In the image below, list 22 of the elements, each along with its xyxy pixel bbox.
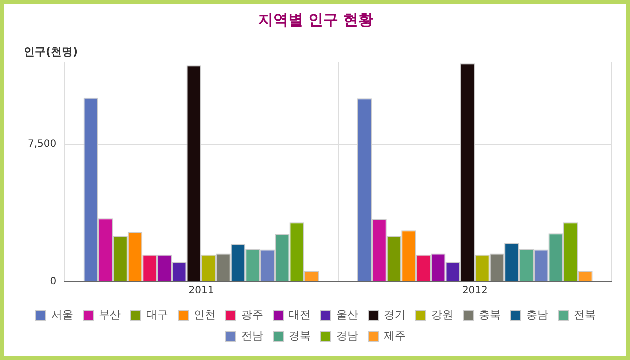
legend-label: 전남 (242, 329, 264, 342)
legend-label: 경남 (336, 329, 358, 342)
legend-label: 충남 (526, 308, 548, 322)
chart-title: 지역별 인구 현황 (258, 10, 374, 29)
legend-label: 제주 (384, 329, 406, 342)
legend-label: 대전 (289, 308, 311, 322)
x-tick-label: 2012 (462, 286, 488, 297)
legend-label: 강원 (432, 308, 454, 322)
legend-label: 충북 (479, 308, 501, 322)
legend-label: 인천 (194, 308, 216, 322)
legend-label: 경기 (384, 308, 406, 322)
legend-label: 광주 (242, 308, 264, 322)
legend-label: 서울 (52, 308, 74, 322)
y-tick-label: 0 (50, 276, 57, 288)
legend-label: 울산 (336, 308, 358, 322)
y-tick-label: 7,500 (28, 139, 57, 150)
y-axis-title: 인구(천명) (24, 45, 78, 58)
x-tick-label: 2011 (188, 286, 214, 297)
legend-label: 경북 (289, 329, 311, 342)
legend-label: 전북 (574, 308, 596, 322)
legend-label: 대구 (146, 308, 168, 322)
legend-label: 부산 (99, 308, 121, 322)
